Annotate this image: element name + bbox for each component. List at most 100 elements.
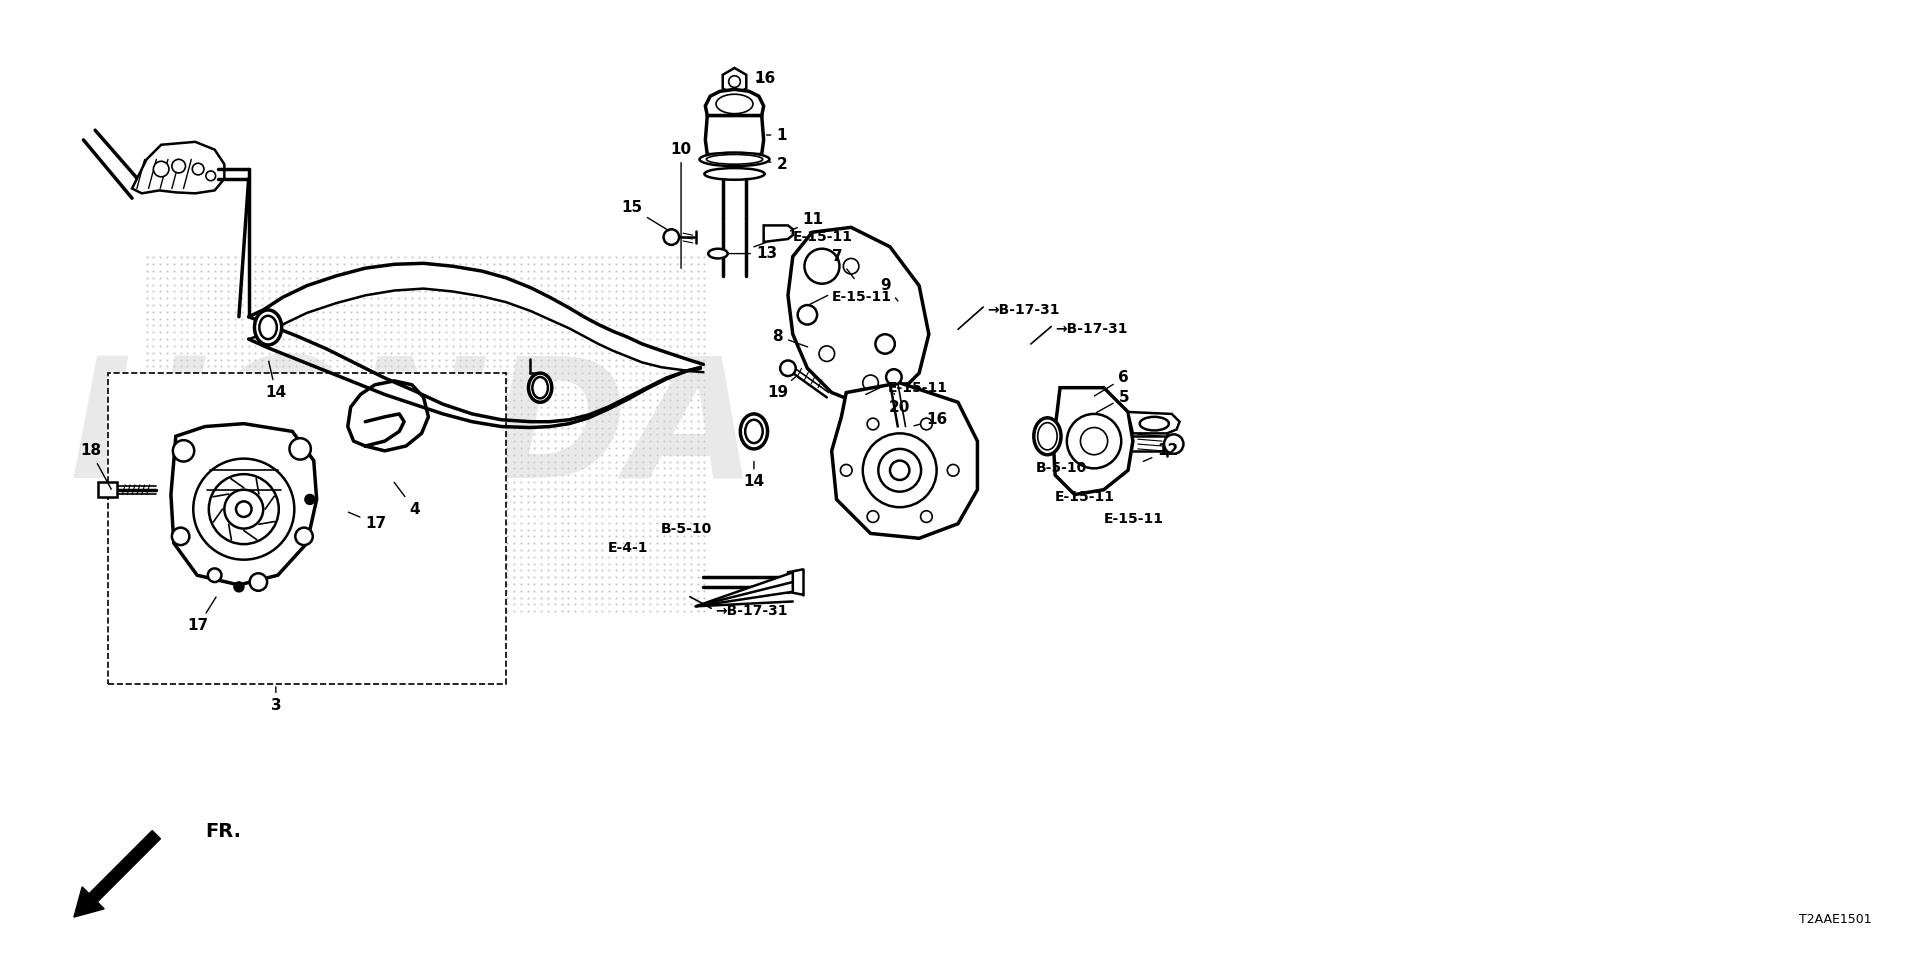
Circle shape xyxy=(868,511,879,522)
Text: 7: 7 xyxy=(831,249,854,278)
Polygon shape xyxy=(787,228,929,404)
Text: 3: 3 xyxy=(271,686,280,713)
Polygon shape xyxy=(1054,388,1133,494)
Circle shape xyxy=(920,419,933,430)
Text: 15: 15 xyxy=(620,201,668,230)
Ellipse shape xyxy=(705,168,764,180)
Circle shape xyxy=(841,465,852,476)
Text: E-4-1: E-4-1 xyxy=(607,541,647,555)
Circle shape xyxy=(920,511,933,522)
Circle shape xyxy=(730,76,741,87)
Polygon shape xyxy=(705,89,764,115)
Circle shape xyxy=(173,440,194,462)
Circle shape xyxy=(236,501,252,516)
Text: 19: 19 xyxy=(766,377,795,400)
Text: E-15-11: E-15-11 xyxy=(793,230,852,244)
Ellipse shape xyxy=(1140,417,1169,430)
Circle shape xyxy=(797,305,818,324)
Text: 1: 1 xyxy=(766,128,787,142)
Ellipse shape xyxy=(716,94,753,113)
Text: FR.: FR. xyxy=(205,823,240,841)
Polygon shape xyxy=(1129,412,1179,433)
Polygon shape xyxy=(705,115,764,155)
Text: 18: 18 xyxy=(81,444,111,490)
Circle shape xyxy=(1081,427,1108,455)
Circle shape xyxy=(843,258,858,274)
Circle shape xyxy=(876,334,895,353)
Circle shape xyxy=(862,375,877,391)
Circle shape xyxy=(194,459,294,560)
Text: 5: 5 xyxy=(1096,390,1129,413)
Text: T2AAE1501: T2AAE1501 xyxy=(1799,913,1872,925)
Text: E-15-11: E-15-11 xyxy=(889,381,948,395)
Circle shape xyxy=(209,474,278,544)
Circle shape xyxy=(290,438,311,460)
Circle shape xyxy=(296,528,313,545)
Text: 2: 2 xyxy=(768,156,787,172)
Text: 14: 14 xyxy=(265,361,286,400)
Ellipse shape xyxy=(532,377,547,398)
Ellipse shape xyxy=(745,420,762,444)
Text: 13: 13 xyxy=(730,246,778,261)
Circle shape xyxy=(820,346,835,362)
Circle shape xyxy=(173,528,190,545)
Text: E-15-11: E-15-11 xyxy=(1056,491,1116,505)
Circle shape xyxy=(877,449,922,492)
Text: 17: 17 xyxy=(188,597,217,634)
Circle shape xyxy=(868,419,879,430)
Text: E-15-11: E-15-11 xyxy=(1104,512,1164,526)
Ellipse shape xyxy=(699,153,770,166)
Circle shape xyxy=(154,161,169,177)
Text: 20: 20 xyxy=(889,394,910,415)
Ellipse shape xyxy=(259,316,276,339)
Circle shape xyxy=(891,461,910,480)
Circle shape xyxy=(234,582,244,591)
Text: B-5-10: B-5-10 xyxy=(660,521,712,536)
FancyBboxPatch shape xyxy=(108,373,507,684)
Circle shape xyxy=(780,360,795,376)
Circle shape xyxy=(862,433,937,507)
Polygon shape xyxy=(250,263,703,372)
Circle shape xyxy=(305,494,315,504)
Text: →B-17-31: →B-17-31 xyxy=(714,604,787,618)
Text: 16: 16 xyxy=(914,412,947,427)
Circle shape xyxy=(192,163,204,175)
Circle shape xyxy=(1164,434,1183,454)
Bar xyxy=(98,482,117,497)
Text: 14: 14 xyxy=(743,462,764,490)
Ellipse shape xyxy=(1037,422,1058,450)
Text: 6: 6 xyxy=(1094,371,1129,396)
Polygon shape xyxy=(132,142,225,193)
Circle shape xyxy=(250,573,267,590)
Text: →B-17-31: →B-17-31 xyxy=(987,303,1060,317)
Polygon shape xyxy=(695,572,793,607)
FancyArrow shape xyxy=(75,830,161,917)
Text: 16: 16 xyxy=(755,71,776,86)
Circle shape xyxy=(887,370,902,385)
Circle shape xyxy=(205,171,215,180)
Circle shape xyxy=(1068,414,1121,468)
Text: →B-17-31: →B-17-31 xyxy=(1056,323,1127,336)
Ellipse shape xyxy=(708,249,728,258)
Text: 12: 12 xyxy=(1142,444,1179,462)
Circle shape xyxy=(947,465,958,476)
Text: 10: 10 xyxy=(670,142,691,268)
Circle shape xyxy=(804,249,839,284)
Polygon shape xyxy=(831,383,977,539)
Ellipse shape xyxy=(255,310,282,345)
Circle shape xyxy=(207,568,221,582)
Text: E-15-11: E-15-11 xyxy=(831,290,891,304)
Ellipse shape xyxy=(528,373,551,402)
Ellipse shape xyxy=(741,414,768,449)
Circle shape xyxy=(225,490,263,529)
Text: 8: 8 xyxy=(772,328,808,347)
Circle shape xyxy=(664,229,680,245)
Polygon shape xyxy=(722,68,747,95)
Text: HONDA: HONDA xyxy=(69,349,758,513)
Text: 11: 11 xyxy=(791,212,824,231)
Text: 4: 4 xyxy=(394,482,420,516)
Ellipse shape xyxy=(707,155,762,164)
Circle shape xyxy=(173,159,186,173)
Polygon shape xyxy=(171,423,317,585)
Polygon shape xyxy=(764,226,793,242)
